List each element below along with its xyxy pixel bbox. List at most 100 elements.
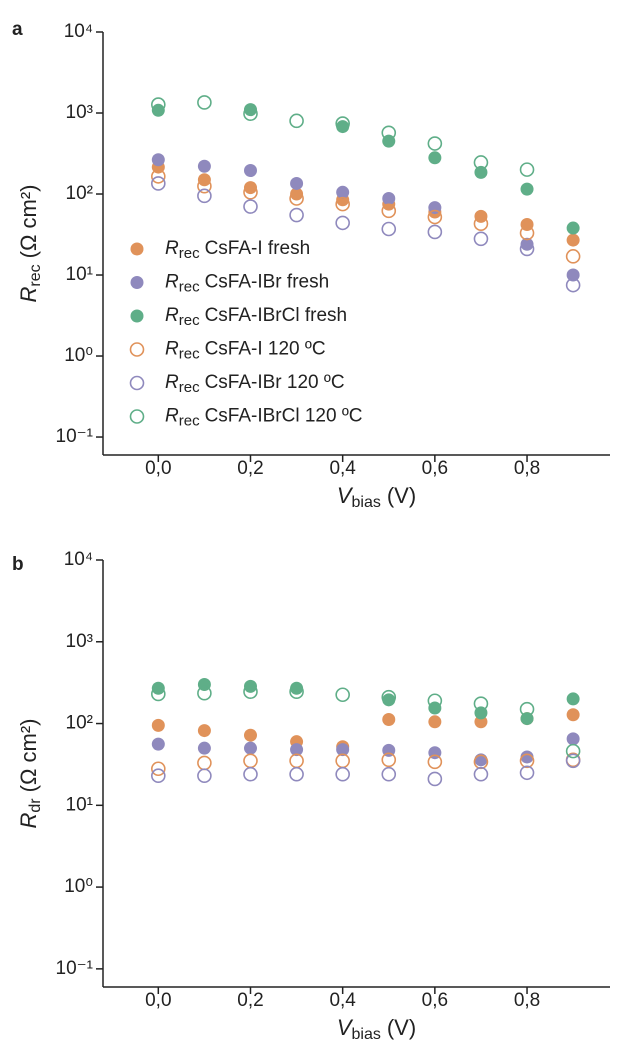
marker [566,268,580,282]
marker [427,224,443,240]
y-tick-label: 10⁰ [64,345,93,366]
marker [335,116,350,131]
y-tick-label: 10⁴ [64,21,93,42]
subscript: rec [179,312,200,329]
symbol: R [165,272,179,293]
marker [566,233,580,247]
marker [336,185,350,199]
marker [335,766,350,782]
unit: (V) [387,1015,416,1040]
subscript: rec [179,412,200,429]
marker [243,199,258,214]
marker [290,176,304,190]
y-tick-label: 10⁻¹ [56,426,94,447]
marker [519,162,535,177]
marker [566,221,580,235]
legend-marker [130,309,144,323]
y-tick-label: 10³ [66,631,93,652]
marker [243,741,257,755]
marker [336,743,350,757]
y-tick-label: 10⁴ [64,549,93,570]
marker [243,103,257,117]
subscript: rec [179,245,200,262]
series-name: CsFA-IBrCl fresh [205,305,348,326]
marker [474,209,488,223]
marker [520,182,534,196]
marker [197,755,212,771]
marker [381,221,397,237]
symbol: R [165,305,179,326]
y-tick-label: 10⁰ [64,876,93,897]
marker [151,169,166,184]
x-tick-label: 0,4 [329,990,356,1011]
panel-label: a [12,19,23,40]
y-axis-title: Rrec (Ω cm²) [16,185,44,303]
marker [381,689,397,705]
subscript: rec [179,278,200,295]
marker [474,715,488,729]
marker [427,136,443,151]
marker [290,743,304,757]
legend-marker [129,342,145,357]
symbol: R [165,238,179,259]
y-tick-label: 10³ [66,102,93,123]
x-tick-label: 0,2 [237,458,263,479]
marker [335,215,350,231]
x-tick-label: 0,4 [329,458,356,479]
y-tick-label: 10¹ [66,264,93,285]
symbol: V [337,483,354,508]
marker [289,207,304,223]
symbol: V [337,1015,354,1040]
legend-marker [129,409,145,424]
marker [473,155,489,170]
series-name: CsFA-IBr fresh [205,272,330,293]
marker [243,184,258,200]
marker [473,231,489,247]
series-name: CsFA-I 120 ºC [205,339,326,360]
x-axis-title: Vbias (V) [337,483,416,511]
marker [381,752,397,768]
marker [565,249,581,264]
y-tick-label: 10² [66,713,93,734]
x-tick-label: 0,0 [145,458,171,479]
marker [290,681,304,695]
subscript: bias [352,494,381,511]
symbol: R [16,287,41,303]
marker [151,681,165,695]
marker [243,753,258,769]
marker [289,684,304,700]
subscript: rec [179,379,200,396]
subscript: bias [352,1026,381,1043]
marker [519,225,535,241]
marker [519,701,535,717]
marker [197,741,211,755]
unit: (Ω cm²) [16,719,41,793]
symbol: R [16,813,41,829]
y-tick-label: 10¹ [66,794,93,815]
marker [289,191,304,206]
unit: (Ω cm²) [16,185,41,259]
unit: (V) [387,483,416,508]
marker [566,708,580,722]
marker [289,113,304,129]
marker [381,125,397,141]
x-tick-label: 0,8 [514,990,540,1011]
marker [519,241,535,257]
marker [243,164,257,178]
x-tick-label: 0,0 [145,990,171,1011]
marker [197,178,212,194]
marker [473,696,489,711]
marker [151,718,165,732]
series-name: CsFA-IBrCl 120 ºC [205,406,363,427]
legend-marker [130,242,144,256]
marker [566,692,580,706]
legend-marker [129,375,145,391]
marker [197,685,212,701]
marker [382,192,396,206]
marker [151,686,166,702]
marker [151,768,166,784]
marker [427,754,443,770]
marker [335,687,350,703]
marker [151,153,165,167]
marker [151,97,166,112]
